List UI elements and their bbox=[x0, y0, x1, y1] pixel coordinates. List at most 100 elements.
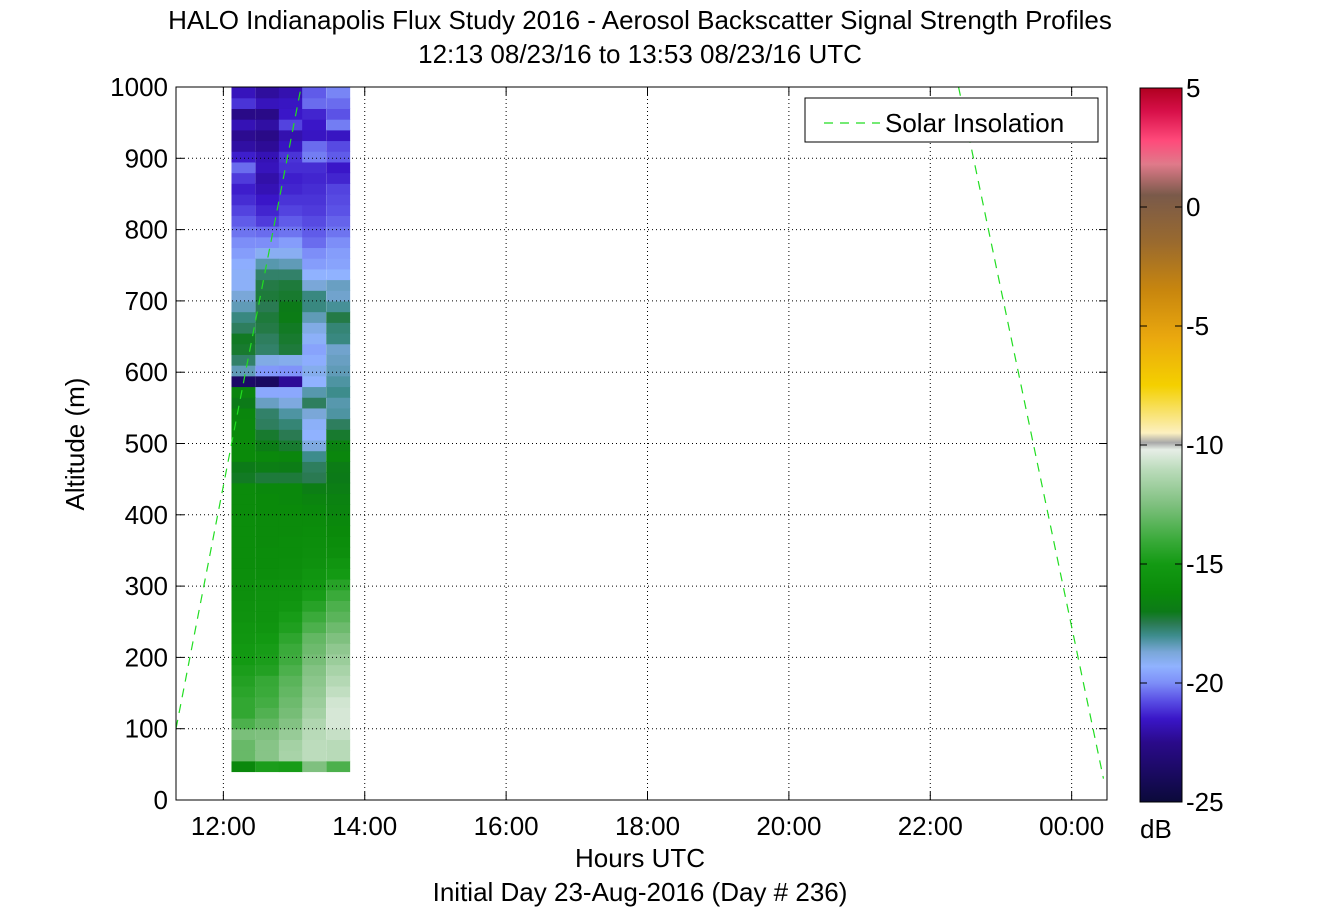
heatmap-cell bbox=[278, 653, 303, 666]
heatmap-cell bbox=[326, 247, 351, 259]
heatmap-cell bbox=[255, 632, 280, 644]
heatmap-cell bbox=[326, 578, 351, 591]
heatmap-cell bbox=[231, 685, 256, 698]
heatmap-cell bbox=[231, 87, 256, 99]
heatmap-cell bbox=[255, 375, 280, 388]
heatmap-cell bbox=[231, 258, 256, 270]
heatmap-cell bbox=[302, 343, 327, 355]
heatmap-cell bbox=[302, 728, 327, 740]
heatmap-cell bbox=[231, 536, 256, 548]
heatmap-cell bbox=[326, 568, 351, 580]
heatmap-cell bbox=[302, 643, 327, 655]
heatmap-cell bbox=[302, 322, 327, 334]
heatmap-cell bbox=[255, 493, 280, 505]
legend: Solar Insolation bbox=[804, 97, 1099, 143]
heatmap-cell bbox=[278, 365, 303, 377]
y-tick-label: 900 bbox=[125, 143, 168, 173]
heatmap-cell bbox=[231, 236, 256, 249]
heatmap-cell bbox=[231, 161, 256, 174]
heatmap-cell bbox=[278, 204, 303, 216]
heatmap-cell bbox=[326, 386, 351, 398]
heatmap-cell bbox=[302, 760, 327, 773]
heatmap-cell bbox=[326, 493, 351, 505]
heatmap-cell bbox=[255, 600, 280, 612]
heatmap-cell bbox=[231, 300, 256, 313]
heatmap-cell bbox=[278, 611, 303, 623]
heatmap-cell bbox=[278, 664, 303, 676]
heatmap-cell bbox=[278, 589, 303, 601]
heatmap-cell bbox=[278, 600, 303, 612]
heatmap-cell bbox=[302, 589, 327, 601]
heatmap-cell bbox=[231, 397, 256, 409]
colorbar-unit-label: dB bbox=[1140, 814, 1172, 844]
heatmap-cell bbox=[326, 290, 351, 302]
heatmap-cell bbox=[326, 450, 351, 462]
heatmap-cell bbox=[326, 611, 351, 623]
heatmap-cell bbox=[255, 611, 280, 623]
heatmap-cell bbox=[255, 621, 280, 634]
heatmap-cell bbox=[231, 365, 256, 377]
heatmap-cell bbox=[278, 675, 303, 687]
heatmap-cell bbox=[255, 750, 280, 762]
heatmap-cell bbox=[278, 739, 303, 751]
heatmap-cell bbox=[231, 140, 256, 152]
heatmap-cell bbox=[302, 108, 327, 120]
heatmap-cell bbox=[255, 300, 280, 313]
colorbar-tick-label: -10 bbox=[1186, 430, 1224, 460]
heatmap-cell bbox=[231, 290, 256, 302]
heatmap-cell bbox=[255, 119, 280, 131]
heatmap-cell bbox=[231, 728, 256, 740]
heatmap-cell bbox=[302, 365, 327, 377]
heatmap-cell bbox=[278, 397, 303, 409]
x-axis-ticks: 12:00 14:00 16:00 18:00 20:00 22:00 00:00 bbox=[191, 87, 1104, 841]
heatmap-cell bbox=[255, 236, 280, 249]
heatmap-cell bbox=[302, 151, 327, 163]
x-tick-label: 22:00 bbox=[898, 811, 963, 841]
heatmap-cell bbox=[255, 675, 280, 687]
heatmap-cell bbox=[231, 386, 256, 398]
x-tick-label: 14:00 bbox=[332, 811, 397, 841]
heatmap-cell bbox=[278, 161, 303, 174]
heatmap-cell bbox=[302, 493, 327, 505]
heatmap-cell bbox=[231, 429, 256, 441]
heatmap-cell bbox=[231, 589, 256, 601]
heatmap-cell bbox=[255, 589, 280, 601]
chart-subtitle: 12:13 08/23/16 to 13:53 08/23/16 UTC bbox=[418, 39, 862, 69]
heatmap-cell bbox=[326, 215, 351, 227]
heatmap-cell bbox=[255, 718, 280, 730]
heatmap-cell bbox=[278, 482, 303, 495]
heatmap-cell bbox=[302, 621, 327, 634]
heatmap-cell bbox=[326, 140, 351, 152]
heatmap-cell bbox=[231, 504, 256, 516]
legend-entry-solar-insolation: Solar Insolation bbox=[885, 108, 1064, 138]
heatmap-cell bbox=[326, 653, 351, 666]
heatmap-cell bbox=[302, 258, 327, 270]
heatmap-cell bbox=[302, 418, 327, 430]
heatmap-cell bbox=[255, 386, 280, 398]
heatmap-cell bbox=[255, 258, 280, 270]
heatmap-cell bbox=[231, 760, 256, 773]
heatmap-cell bbox=[278, 429, 303, 441]
heatmap-cell bbox=[231, 204, 256, 216]
heatmap-cell bbox=[255, 707, 280, 719]
heatmap-cell bbox=[231, 172, 256, 184]
heatmap-cell bbox=[231, 493, 256, 505]
heatmap-cell bbox=[326, 589, 351, 601]
y-tick-label: 1000 bbox=[110, 72, 168, 102]
heatmap-cell bbox=[326, 108, 351, 120]
heatmap-cell bbox=[278, 407, 303, 420]
heatmap-cell bbox=[326, 718, 351, 730]
heatmap-cell bbox=[255, 482, 280, 495]
heatmap-cell bbox=[302, 375, 327, 388]
heatmap-cell bbox=[326, 365, 351, 377]
heatmap-cell bbox=[326, 204, 351, 216]
heatmap-cell bbox=[302, 450, 327, 462]
heatmap-cell bbox=[326, 322, 351, 334]
heatmap-cell bbox=[231, 354, 256, 366]
heatmap-cell bbox=[255, 525, 280, 537]
heatmap-cell bbox=[278, 129, 303, 142]
y-tick-label: 100 bbox=[125, 714, 168, 744]
heatmap-cell bbox=[326, 439, 351, 452]
heatmap-cell bbox=[326, 375, 351, 388]
heatmap-cell bbox=[278, 140, 303, 152]
